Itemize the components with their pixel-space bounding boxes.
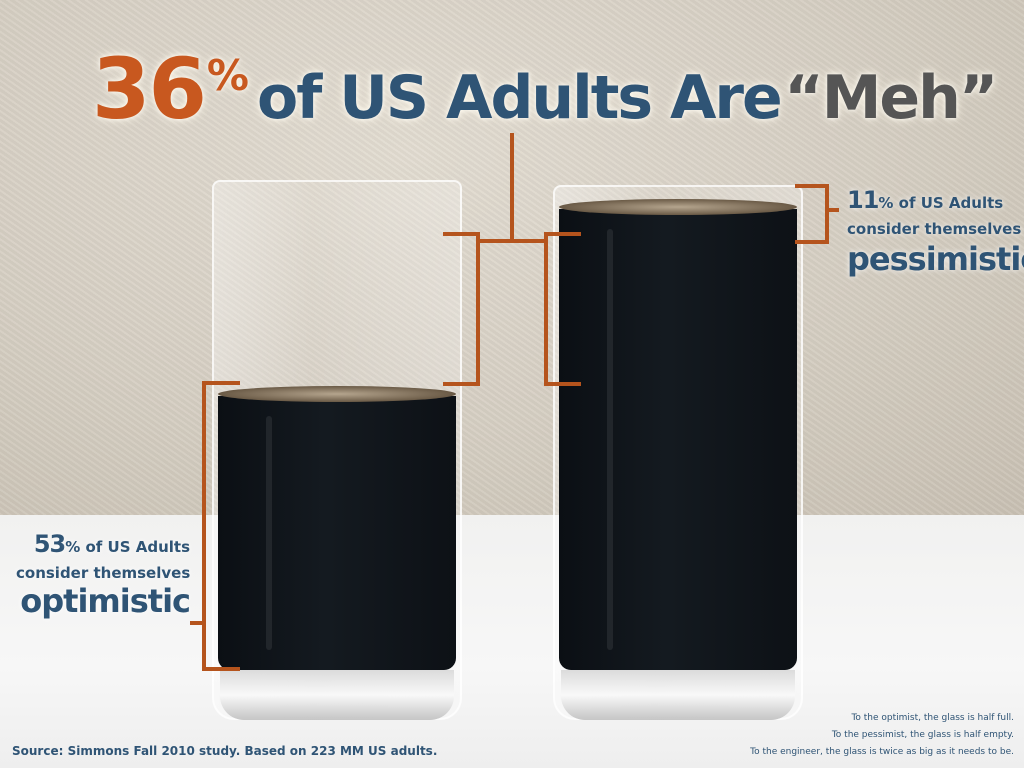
pessimistic-label: 11% of US Adults consider themselves pes… [847,186,1024,278]
source-note: Source: Simmons Fall 2010 study. Based o… [12,744,438,758]
right-glass-base [561,670,795,720]
headline-percent-value: 36 [92,40,207,138]
right-glass-liquid [559,199,797,670]
pessimistic-percent-text: % of US Adults [878,194,1004,212]
headline-rest: of US Adults Are [257,63,783,133]
meh-horizontal-link [478,239,546,243]
pessimistic-bracket [795,184,829,244]
pessimistic-line2: consider themselves [847,220,1022,238]
headline-meh: “Meh” [784,63,998,133]
optimistic-tick [190,621,204,625]
footnotes: To the optimist, the glass is half full.… [750,710,1014,761]
optimistic-line2: consider themselves [16,564,191,582]
left-glass [212,180,462,720]
footnote-engineer: To the engineer, the glass is twice as b… [750,747,1014,757]
left-glass-liquid [218,386,456,670]
meh-right-bracket [544,232,581,386]
pessimistic-tick [825,208,839,212]
optimistic-bracket [202,381,240,671]
optimistic-label: 53% of US Adults consider themselves opt… [16,530,191,620]
headline: 36% of US Adults Are “Meh” [92,40,998,150]
pessimistic-word: pessimistic [847,240,1024,278]
left-glass-base [220,670,454,720]
pessimistic-percent-value: 11 [847,186,879,214]
footnote-optimist: To the optimist, the glass is half full. [851,713,1014,723]
optimistic-percent-value: 53 [33,530,66,558]
footnote-pessimist: To the pessimist, the glass is half empt… [831,730,1014,740]
meh-vertical-stem [510,133,514,241]
table-surface [0,515,1024,768]
optimistic-word: optimistic [20,582,191,620]
right-glass [553,185,803,720]
headline-percent-sign: % [206,51,249,100]
optimistic-percent-text: % of US Adults [65,538,190,556]
wall-background [0,0,1024,515]
meh-left-bracket [443,232,480,386]
